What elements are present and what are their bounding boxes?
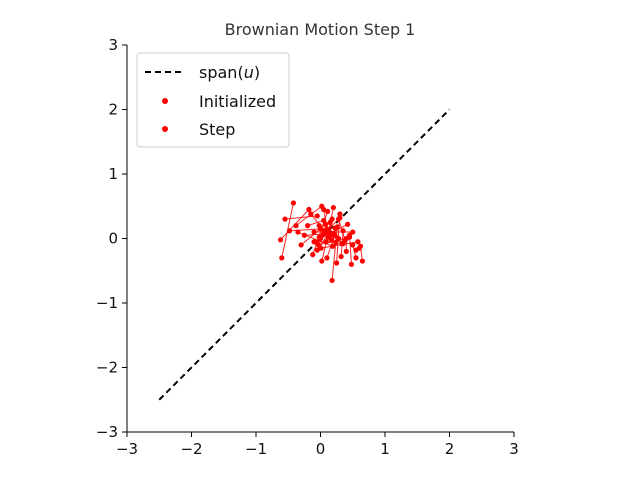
initialized-point	[330, 243, 336, 249]
initialized-point	[333, 239, 339, 245]
y-tick-label: 1	[108, 165, 118, 183]
initialized-point	[324, 208, 331, 215]
step-point	[308, 211, 314, 217]
initialized-point	[340, 228, 346, 234]
step-point	[310, 252, 316, 258]
step-point	[321, 206, 327, 213]
x-tick-label: −3	[116, 440, 138, 458]
step-point	[353, 255, 359, 261]
step-point	[319, 258, 325, 264]
legend: span(u) Initialized Step	[136, 52, 290, 148]
step-segment	[349, 235, 352, 265]
step-point	[301, 232, 307, 238]
step-point	[330, 204, 336, 211]
x-axis-ticks: −3 −2 −1 0 1 2 3	[116, 432, 519, 458]
initialized-point	[332, 225, 338, 231]
legend-box	[136, 52, 290, 148]
y-tick-label: −1	[96, 294, 118, 312]
step-point	[335, 216, 342, 222]
step-point	[329, 277, 335, 284]
step-point	[295, 229, 301, 235]
x-tick-label: 0	[316, 440, 326, 458]
step-point	[314, 247, 320, 253]
initialized-point	[306, 206, 312, 213]
y-tick-label: −2	[96, 359, 118, 377]
step-point	[305, 223, 311, 229]
chart-title: Brownian Motion Step 1	[225, 20, 416, 39]
initialized-point	[316, 234, 322, 240]
initialized-point	[323, 239, 329, 245]
step-point	[356, 245, 362, 251]
step-point	[286, 228, 293, 234]
x-tick-label: 1	[380, 440, 390, 458]
legend-label-span-u: span(u)	[199, 63, 260, 82]
step-point	[277, 237, 284, 243]
step-point	[311, 239, 317, 245]
step-point	[327, 219, 333, 225]
y-tick-label: 3	[108, 36, 118, 54]
step-point	[344, 221, 351, 227]
step-point	[298, 242, 304, 248]
step-point	[316, 223, 322, 229]
x-tick-label: −2	[180, 440, 202, 458]
step-point	[338, 253, 344, 260]
initialized-point	[324, 226, 330, 232]
initialized-point	[318, 245, 324, 251]
initialized-point	[350, 242, 356, 248]
y-tick-label: 2	[108, 101, 118, 119]
step-point	[359, 258, 366, 264]
y-axis-ticks: −3 −2 −1 0 1 2 3	[96, 36, 127, 441]
initialized-point	[335, 235, 342, 242]
step-point	[350, 229, 356, 235]
legend-label-span-u-close: )	[254, 63, 260, 82]
legend-label-span-u-text: span(	[199, 63, 244, 82]
step-segment	[295, 205, 323, 227]
x-tick-label: 3	[509, 440, 519, 458]
step-point	[325, 230, 331, 236]
x-tick-label: 2	[445, 440, 455, 458]
step-point	[340, 241, 346, 247]
step-segment	[284, 215, 318, 220]
initialized-point	[321, 217, 327, 224]
step-point	[343, 248, 349, 254]
initialized-point	[314, 213, 320, 219]
step-point	[293, 223, 299, 229]
span-u-line	[158, 108, 451, 401]
step-point	[279, 255, 285, 261]
step-point	[348, 261, 355, 267]
step-point	[355, 239, 361, 245]
x-tick-label: −1	[245, 440, 267, 458]
initialized-point	[311, 229, 317, 235]
step-point	[346, 234, 353, 240]
legend-label-span-u-italic: u	[244, 63, 254, 82]
legend-marker-step	[162, 126, 168, 132]
step-segment	[307, 219, 324, 227]
plot-area	[158, 108, 451, 401]
y-tick-label: 0	[108, 230, 118, 248]
step-point	[324, 255, 330, 261]
y-tick-label: −3	[96, 423, 118, 441]
initialized-point	[323, 221, 329, 227]
step-point	[334, 260, 340, 266]
step-point	[282, 216, 288, 222]
initialized-point	[290, 200, 297, 206]
initialized-point	[337, 211, 343, 217]
legend-label-initialized: Initialized	[199, 92, 276, 111]
legend-label-step: Step	[199, 120, 235, 139]
legend-marker-initialized	[162, 98, 168, 104]
